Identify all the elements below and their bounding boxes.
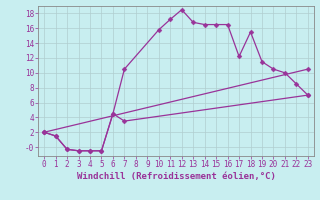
X-axis label: Windchill (Refroidissement éolien,°C): Windchill (Refroidissement éolien,°C): [76, 172, 276, 181]
